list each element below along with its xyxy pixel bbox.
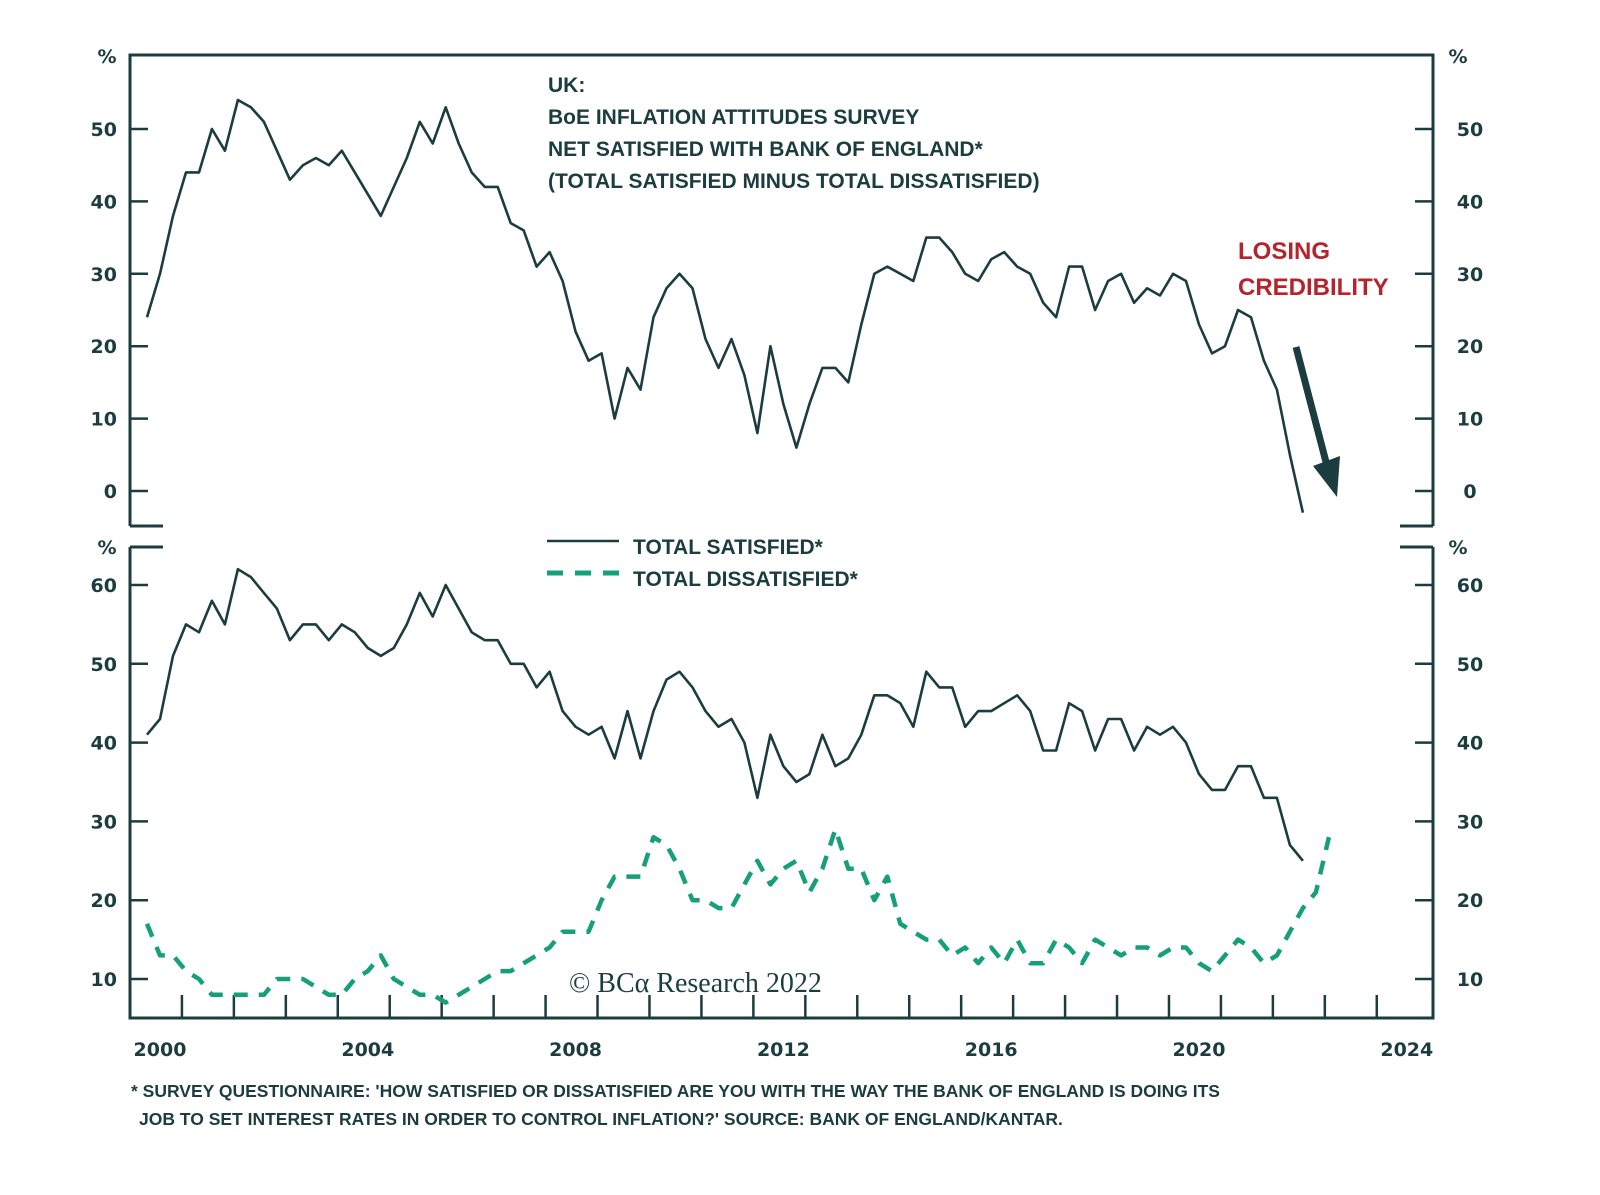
top-y-tick-label-left: 0 (104, 481, 117, 503)
legend: TOTAL SATISFIED* TOTAL DISSATISFIED* (547, 536, 859, 591)
top-y-tick-label-left: 40 (91, 191, 117, 213)
top-y-tick-label-right: 50 (1457, 119, 1483, 141)
top-panel-frame (128, 53, 1435, 528)
annotation-line-1: LOSING (1238, 238, 1330, 265)
bottom-y-tick-label-right: 40 (1457, 733, 1483, 755)
top-panel-series (145, 98, 1305, 513)
bottom-y-tick-label-left: 20 (91, 890, 117, 912)
watermark: © BCα Research 2022 (569, 968, 822, 999)
bottom-y-tick-label-left: 40 (91, 733, 117, 755)
total-satisfied-line (145, 567, 1304, 862)
chart-title: UK: BoE INFLATION ATTITUDES SURVEY NET S… (548, 74, 1040, 193)
down-arrow-icon (1292, 346, 1340, 497)
x-axis-tick-label: 2004 (341, 1039, 394, 1061)
bottom-y-tick-label-left: 50 (91, 654, 117, 676)
top-left-unit-label: % (97, 46, 116, 68)
x-axis-tick-label: 2024 (1380, 1039, 1433, 1061)
footnote-line-1: * SURVEY QUESTIONNAIRE: 'HOW SATISFIED O… (131, 1081, 1220, 1101)
bottom-y-tick-label-left: 10 (91, 969, 117, 991)
bottom-y-tick-label-right: 50 (1457, 654, 1483, 676)
legend-label-dissatisfied: TOTAL DISSATISFIED* (633, 568, 859, 591)
bottom-panel-series (144, 567, 1332, 1005)
bottom-panel-frame (128, 545, 1435, 1020)
top-y-tick-label-left: 30 (91, 264, 117, 286)
annotation-line-2: CREDIBILITY (1238, 274, 1389, 301)
top-y-tick-label-left: 10 (91, 409, 117, 431)
total-dissatisfied-line (144, 827, 1332, 1005)
net-satisfied-line (145, 98, 1305, 513)
top-y-tick-label-right: 20 (1457, 336, 1483, 358)
bottom-y-tick-label-right: 60 (1457, 575, 1483, 597)
top-panel-border (128, 53, 1435, 526)
top-panel-axis-ticks: 0 0 10 10 20 20 30 30 40 40 50 50 (91, 119, 1484, 503)
top-y-tick-label-left: 20 (91, 336, 117, 358)
top-right-unit-label: % (1448, 46, 1467, 68)
top-y-tick-label-left: 50 (91, 119, 117, 141)
x-axis-tick-label: 2000 (134, 1039, 187, 1061)
top-y-tick-label-right: 0 (1463, 481, 1476, 503)
x-axis-tick-label: 2008 (549, 1039, 602, 1061)
bottom-right-unit-label: % (1448, 537, 1467, 559)
bottom-panel-border (128, 547, 1435, 1020)
legend-label-satisfied: TOTAL SATISFIED* (633, 536, 824, 559)
top-y-tick-label-right: 10 (1457, 409, 1483, 431)
losing-credibility-annotation: LOSING CREDIBILITY (1238, 238, 1389, 497)
bottom-left-unit-label: % (97, 537, 116, 559)
bottom-y-tick-label-left: 60 (91, 575, 117, 597)
title-line-3: NET SATISFIED WITH BANK OF ENGLAND* (548, 138, 984, 161)
bottom-y-tick-label-right: 20 (1457, 890, 1483, 912)
footnote-line-2: JOB TO SET INTEREST RATES IN ORDER TO CO… (139, 1109, 1063, 1129)
x-axis-tick-label: 2016 (965, 1039, 1018, 1061)
bottom-y-tick-label-left: 30 (91, 811, 117, 833)
top-y-tick-label-right: 40 (1457, 191, 1483, 213)
x-axis-tick-label: 2012 (757, 1039, 810, 1061)
title-line-1: UK: (548, 74, 585, 97)
top-y-tick-label-right: 30 (1457, 264, 1483, 286)
x-axis-tick-label: 2020 (1173, 1039, 1226, 1061)
bottom-y-tick-label-right: 10 (1457, 969, 1483, 991)
title-line-4: (TOTAL SATISFIED MINUS TOTAL DISSATISFIE… (548, 170, 1040, 193)
bottom-y-tick-label-right: 30 (1457, 811, 1483, 833)
title-line-2: BoE INFLATION ATTITUDES SURVEY (548, 106, 919, 129)
